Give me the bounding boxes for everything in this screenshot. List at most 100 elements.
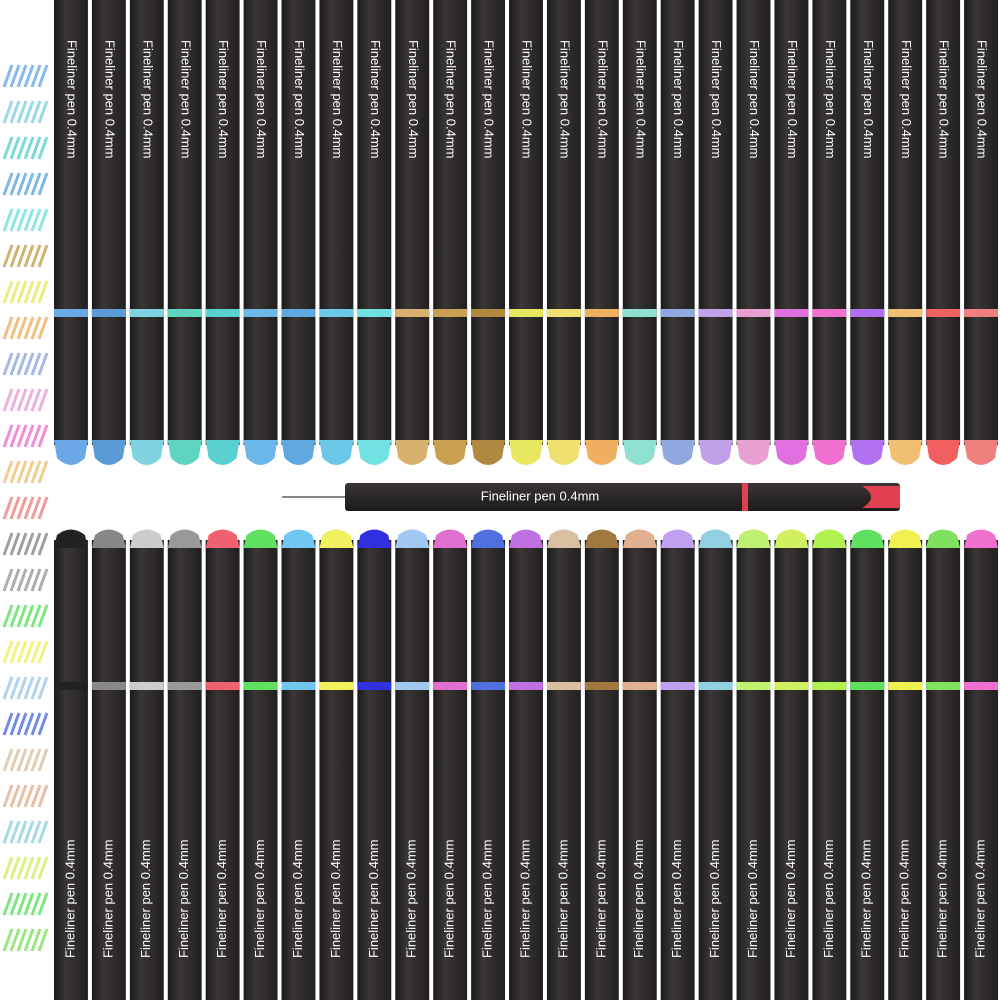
swatch-stroke [37,604,49,628]
pen-body [319,540,354,1000]
pen: Fineliner pen 0.4mm [91,529,126,1000]
pen-tip [850,529,885,548]
swatch-stroke [23,856,35,880]
swatch-stroke [9,928,21,952]
pen-tip [167,529,202,548]
swatch-stroke [37,712,49,736]
pen-label: Fineliner pen 0.4mm [707,840,722,959]
pen-label: Fineliner pen 0.4mm [442,840,457,959]
swatch-stroke [23,496,35,520]
pen-band [471,682,506,690]
swatch-stroke [2,784,14,808]
swatch-stroke [37,244,49,268]
pen-tip [54,529,88,548]
pen-body [433,540,468,1000]
swatch-stroke [2,820,14,844]
pen-body [622,0,657,445]
pen-label: Fineliner pen 0.4mm [633,40,648,159]
pen-body [698,540,733,1000]
pen-label: Fineliner pen 0.4mm [821,840,836,959]
pen: Fineliner pen 0.4mm [54,529,88,1000]
swatch-stroke [9,244,21,268]
pen-body [509,540,543,1000]
swatch-stroke [37,424,49,448]
swatch-stroke [16,172,28,196]
pen-label: Fineliner pen 0.4mm [176,840,191,959]
pen-body [812,540,847,1000]
pen-body [54,0,88,445]
pen-tip [660,529,695,548]
pen-band [509,682,543,690]
pen-label: Fineliner pen 0.4mm [216,40,231,159]
pen-tip [281,440,316,465]
pen-body [54,540,88,1000]
swatch-stroke [2,100,14,124]
pen-band [660,682,695,690]
pen: Fineliner pen 0.4mm [433,0,468,465]
pen-body [964,0,998,445]
swatch-stroke [16,856,28,880]
pen-tip [736,529,771,548]
pen-body [926,0,961,445]
pen-band [888,682,923,690]
swatch-stroke [30,172,42,196]
pen-body [546,0,581,445]
swatch-stroke [2,568,14,592]
swatch-stroke [2,676,14,700]
pen: Fineliner pen 0.4mm [243,529,278,1000]
swatch-stroke [30,388,42,412]
pen: Fineliner pen 0.4mm [319,529,354,1000]
swatch-stroke [23,568,35,592]
pen-body [850,0,885,445]
swatch-stroke [23,712,35,736]
pen: Fineliner pen 0.4mm [281,0,316,465]
pen-body [850,540,885,1000]
pen-band [471,309,506,317]
pen-tip [622,529,657,548]
swatch-stroke [2,208,14,232]
pen: Fineliner pen 0.4mm [281,529,316,1000]
pen-body [736,540,771,1000]
swatch-stroke [9,496,21,520]
pen: Fineliner pen 0.4mm [774,0,809,465]
swatch-stroke [9,352,21,376]
pen: Fineliner pen 0.4mm [698,529,733,1000]
swatch-stroke [30,676,42,700]
pen-band [774,309,809,317]
pen-tip [357,440,392,465]
swatch-stroke [30,820,42,844]
swatch-stroke [30,280,42,304]
swatch-stroke [16,496,28,520]
pen: Fineliner pen 0.4mm [660,529,695,1000]
pen-label: Fineliner pen 0.4mm [406,40,421,159]
swatch-stroke [16,280,28,304]
pen: Fineliner pen 0.4mm [205,0,240,465]
pen-tip [471,529,506,548]
swatch-stroke [16,424,28,448]
pen-body [660,0,695,445]
pen-band [319,682,354,690]
swatch-stroke [16,532,28,556]
pen-band [698,309,733,317]
swatch-stroke [16,352,28,376]
pen-band [243,309,278,317]
swatch-stroke [23,460,35,484]
swatch-stroke [16,784,28,808]
swatch-stroke [9,532,21,556]
pen-band [129,309,164,317]
pen-body [243,0,278,445]
pen-label: Fineliner pen 0.4mm [100,840,115,959]
pen-tip [698,440,733,465]
pen-tip [243,440,278,465]
pen-label: Fineliner pen 0.4mm [330,40,345,159]
swatch-stroke [37,280,49,304]
swatch-stroke [30,100,42,124]
pen-band [812,309,847,317]
swatch-stroke [23,892,35,916]
swatch-stroke [2,352,14,376]
swatch-stroke [23,244,35,268]
pen: Fineliner pen 0.4mm [167,0,202,465]
pen-body [281,0,316,445]
pen: Fineliner pen 0.4mm [736,0,771,465]
pen-label: Fineliner pen 0.4mm [555,840,570,959]
